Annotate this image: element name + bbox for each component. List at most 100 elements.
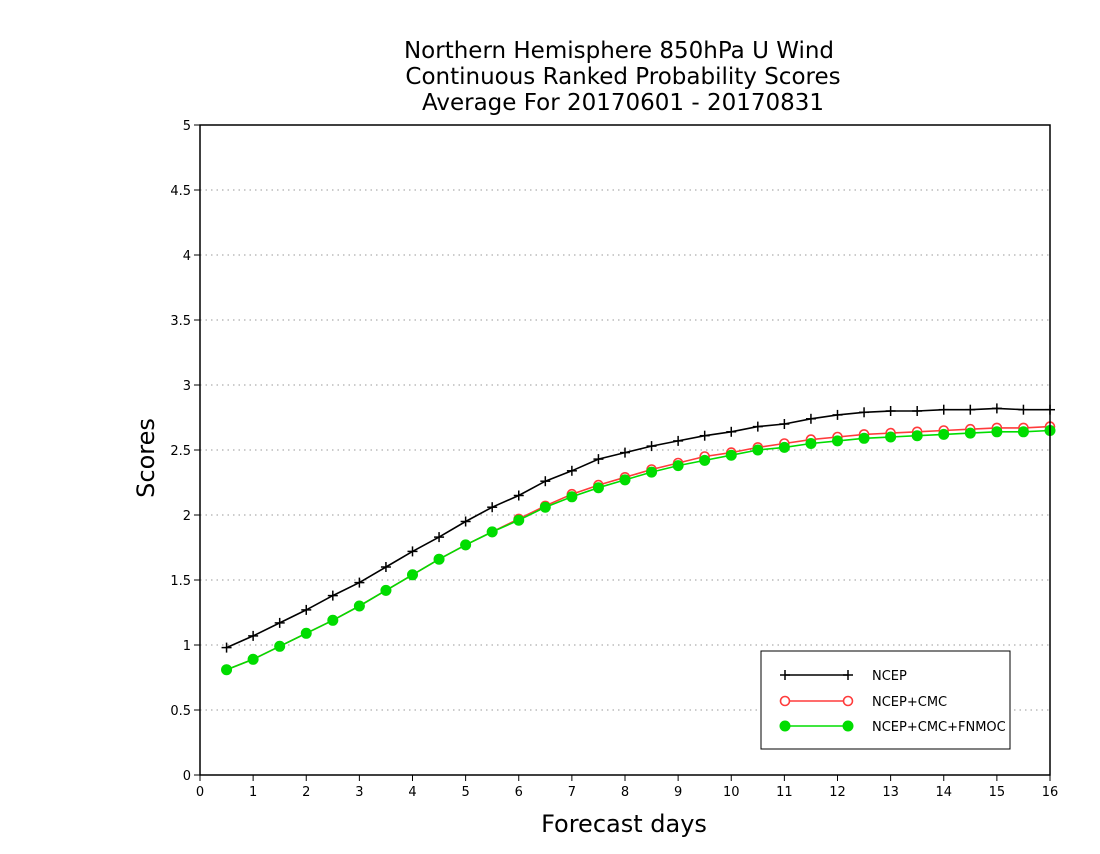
data-point-ncep bbox=[327, 590, 338, 601]
data-point-ncep bbox=[407, 546, 418, 557]
data-point-ncep-cmc-fnmoc bbox=[274, 640, 286, 652]
data-point-ncep-cmc-fnmoc bbox=[592, 482, 604, 494]
data-point-ncep bbox=[487, 502, 498, 513]
data-point-ncep bbox=[354, 577, 365, 588]
chart-title-line-1: Northern Hemisphere 850hPa U Wind bbox=[404, 38, 834, 64]
legend-marker-ncep bbox=[843, 670, 853, 680]
legend-marker-ncep-cmc bbox=[842, 695, 854, 707]
data-point-ncep bbox=[673, 435, 684, 446]
data-point-ncep-cmc-fnmoc bbox=[725, 449, 737, 461]
data-point-ncep bbox=[938, 404, 949, 415]
data-point-ncep bbox=[779, 419, 790, 429]
x-tick-label: 3 bbox=[355, 785, 363, 800]
data-point-ncep bbox=[620, 447, 630, 458]
data-point-ncep bbox=[646, 441, 657, 452]
series-ncep bbox=[221, 403, 1055, 653]
y-tick-label: 2 bbox=[183, 509, 191, 524]
data-point-ncep bbox=[434, 532, 445, 543]
x-tick-label: 12 bbox=[829, 785, 846, 800]
y-tick-label: 4.5 bbox=[170, 184, 191, 199]
data-point-ncep-cmc-fnmoc bbox=[221, 664, 233, 676]
data-point-ncep bbox=[965, 404, 976, 415]
data-point-ncep bbox=[726, 426, 737, 437]
legend-label-ncep: NCEP bbox=[872, 669, 907, 684]
series-lines bbox=[221, 403, 1056, 676]
data-point-ncep-cmc-fnmoc bbox=[486, 526, 498, 538]
data-point-ncep bbox=[301, 604, 312, 615]
data-point-ncep-cmc-fnmoc bbox=[646, 466, 658, 478]
data-point-ncep bbox=[859, 407, 870, 418]
data-point-ncep bbox=[805, 413, 816, 424]
legend-marker-ncep bbox=[780, 670, 790, 680]
data-point-ncep-cmc-fnmoc bbox=[433, 553, 445, 565]
data-point-ncep-cmc-fnmoc bbox=[300, 627, 312, 639]
legend: NCEP NCEP+CMC NCEP+CMC+FNMOC bbox=[760, 650, 1011, 750]
data-point-ncep bbox=[885, 406, 896, 416]
x-tick-label: 4 bbox=[408, 785, 416, 800]
data-point-ncep bbox=[248, 630, 259, 641]
x-tick-label: 16 bbox=[1042, 785, 1059, 800]
data-point-ncep bbox=[1018, 404, 1029, 415]
data-point-ncep bbox=[912, 406, 923, 416]
y-tick-label: 2.5 bbox=[170, 444, 191, 459]
y-tick-label: 3.5 bbox=[170, 314, 191, 329]
x-tick-label: 11 bbox=[776, 785, 793, 800]
x-tick-label: 14 bbox=[935, 785, 952, 800]
y-tick-label: 5 bbox=[183, 119, 191, 134]
axis-ticks: 00.511.522.533.544.550 1 2 3 4 5 6 7 8 9 10 11 12 13 1… bbox=[170, 119, 1058, 800]
data-point-ncep bbox=[752, 421, 763, 432]
data-point-ncep-cmc-fnmoc bbox=[964, 427, 976, 439]
data-point-ncep-cmc-fnmoc bbox=[619, 474, 631, 486]
x-tick-label: 13 bbox=[882, 785, 899, 800]
x-tick-label: 7 bbox=[568, 785, 576, 800]
y-tick-label: 1.5 bbox=[170, 574, 191, 589]
data-point-ncep-cmc-fnmoc bbox=[699, 454, 711, 466]
series-ncep-cmc-fnmoc bbox=[221, 425, 1056, 676]
x-tick-label: 8 bbox=[621, 785, 629, 800]
y-tick-label: 4 bbox=[183, 249, 191, 264]
data-point-ncep-cmc-fnmoc bbox=[513, 514, 525, 526]
data-point-ncep-cmc-fnmoc bbox=[911, 430, 923, 442]
x-tick-label: 9 bbox=[674, 785, 682, 800]
data-point-ncep-cmc-fnmoc bbox=[566, 491, 578, 503]
series-ncep-cmc bbox=[221, 421, 1056, 676]
legend-marker-ncep-cmc-fnmoc bbox=[842, 720, 854, 732]
plot-frame bbox=[199, 124, 1051, 776]
data-point-ncep-cmc-fnmoc bbox=[805, 438, 817, 449]
y-axis-label: Scores bbox=[132, 418, 160, 498]
x-tick-label: 6 bbox=[515, 785, 523, 800]
data-point-ncep-cmc-fnmoc bbox=[858, 432, 870, 444]
y-tick-label: 0.5 bbox=[170, 704, 191, 719]
data-point-ncep-cmc-fnmoc bbox=[353, 600, 365, 612]
data-point-ncep-cmc-fnmoc bbox=[539, 501, 551, 513]
data-point-ncep-cmc-fnmoc bbox=[460, 539, 472, 551]
chart-title: Northern Hemisphere 850hPa U Wind Contin… bbox=[404, 38, 841, 116]
data-point-ncep-cmc-fnmoc bbox=[938, 428, 950, 440]
data-point-ncep-cmc-fnmoc bbox=[752, 444, 764, 456]
data-point-ncep-cmc-fnmoc bbox=[885, 431, 897, 443]
chart-title-line-3: Average For 20170601 - 20170831 bbox=[422, 90, 824, 116]
chart-title-line-2: Continuous Ranked Probability Scores bbox=[405, 64, 840, 90]
x-tick-label: 2 bbox=[302, 785, 310, 800]
data-point-ncep bbox=[540, 476, 551, 487]
data-point-ncep-cmc-fnmoc bbox=[407, 569, 418, 581]
legend-swatches bbox=[779, 670, 854, 732]
legend-marker-ncep-cmc-fnmoc bbox=[779, 720, 791, 732]
data-point-ncep-cmc-fnmoc bbox=[991, 426, 1003, 438]
data-point-ncep-cmc-fnmoc bbox=[327, 614, 339, 626]
x-tick-label: 1 bbox=[249, 785, 257, 800]
data-point-ncep-cmc-fnmoc bbox=[1017, 426, 1029, 438]
legend-label-ncep-cmc: NCEP+CMC bbox=[872, 695, 947, 710]
data-point-ncep bbox=[832, 409, 843, 420]
data-point-ncep bbox=[380, 562, 391, 572]
series-line-ncep-cmc bbox=[226, 425, 1051, 671]
data-point-ncep bbox=[274, 617, 285, 628]
legend-marker-ncep-cmc bbox=[779, 695, 791, 707]
x-axis-label: Forecast days bbox=[541, 810, 707, 838]
data-point-ncep bbox=[566, 465, 577, 476]
y-tick-label: 3 bbox=[183, 379, 191, 394]
y-tick-label: 0 bbox=[183, 769, 191, 784]
x-tick-label: 5 bbox=[461, 785, 469, 800]
